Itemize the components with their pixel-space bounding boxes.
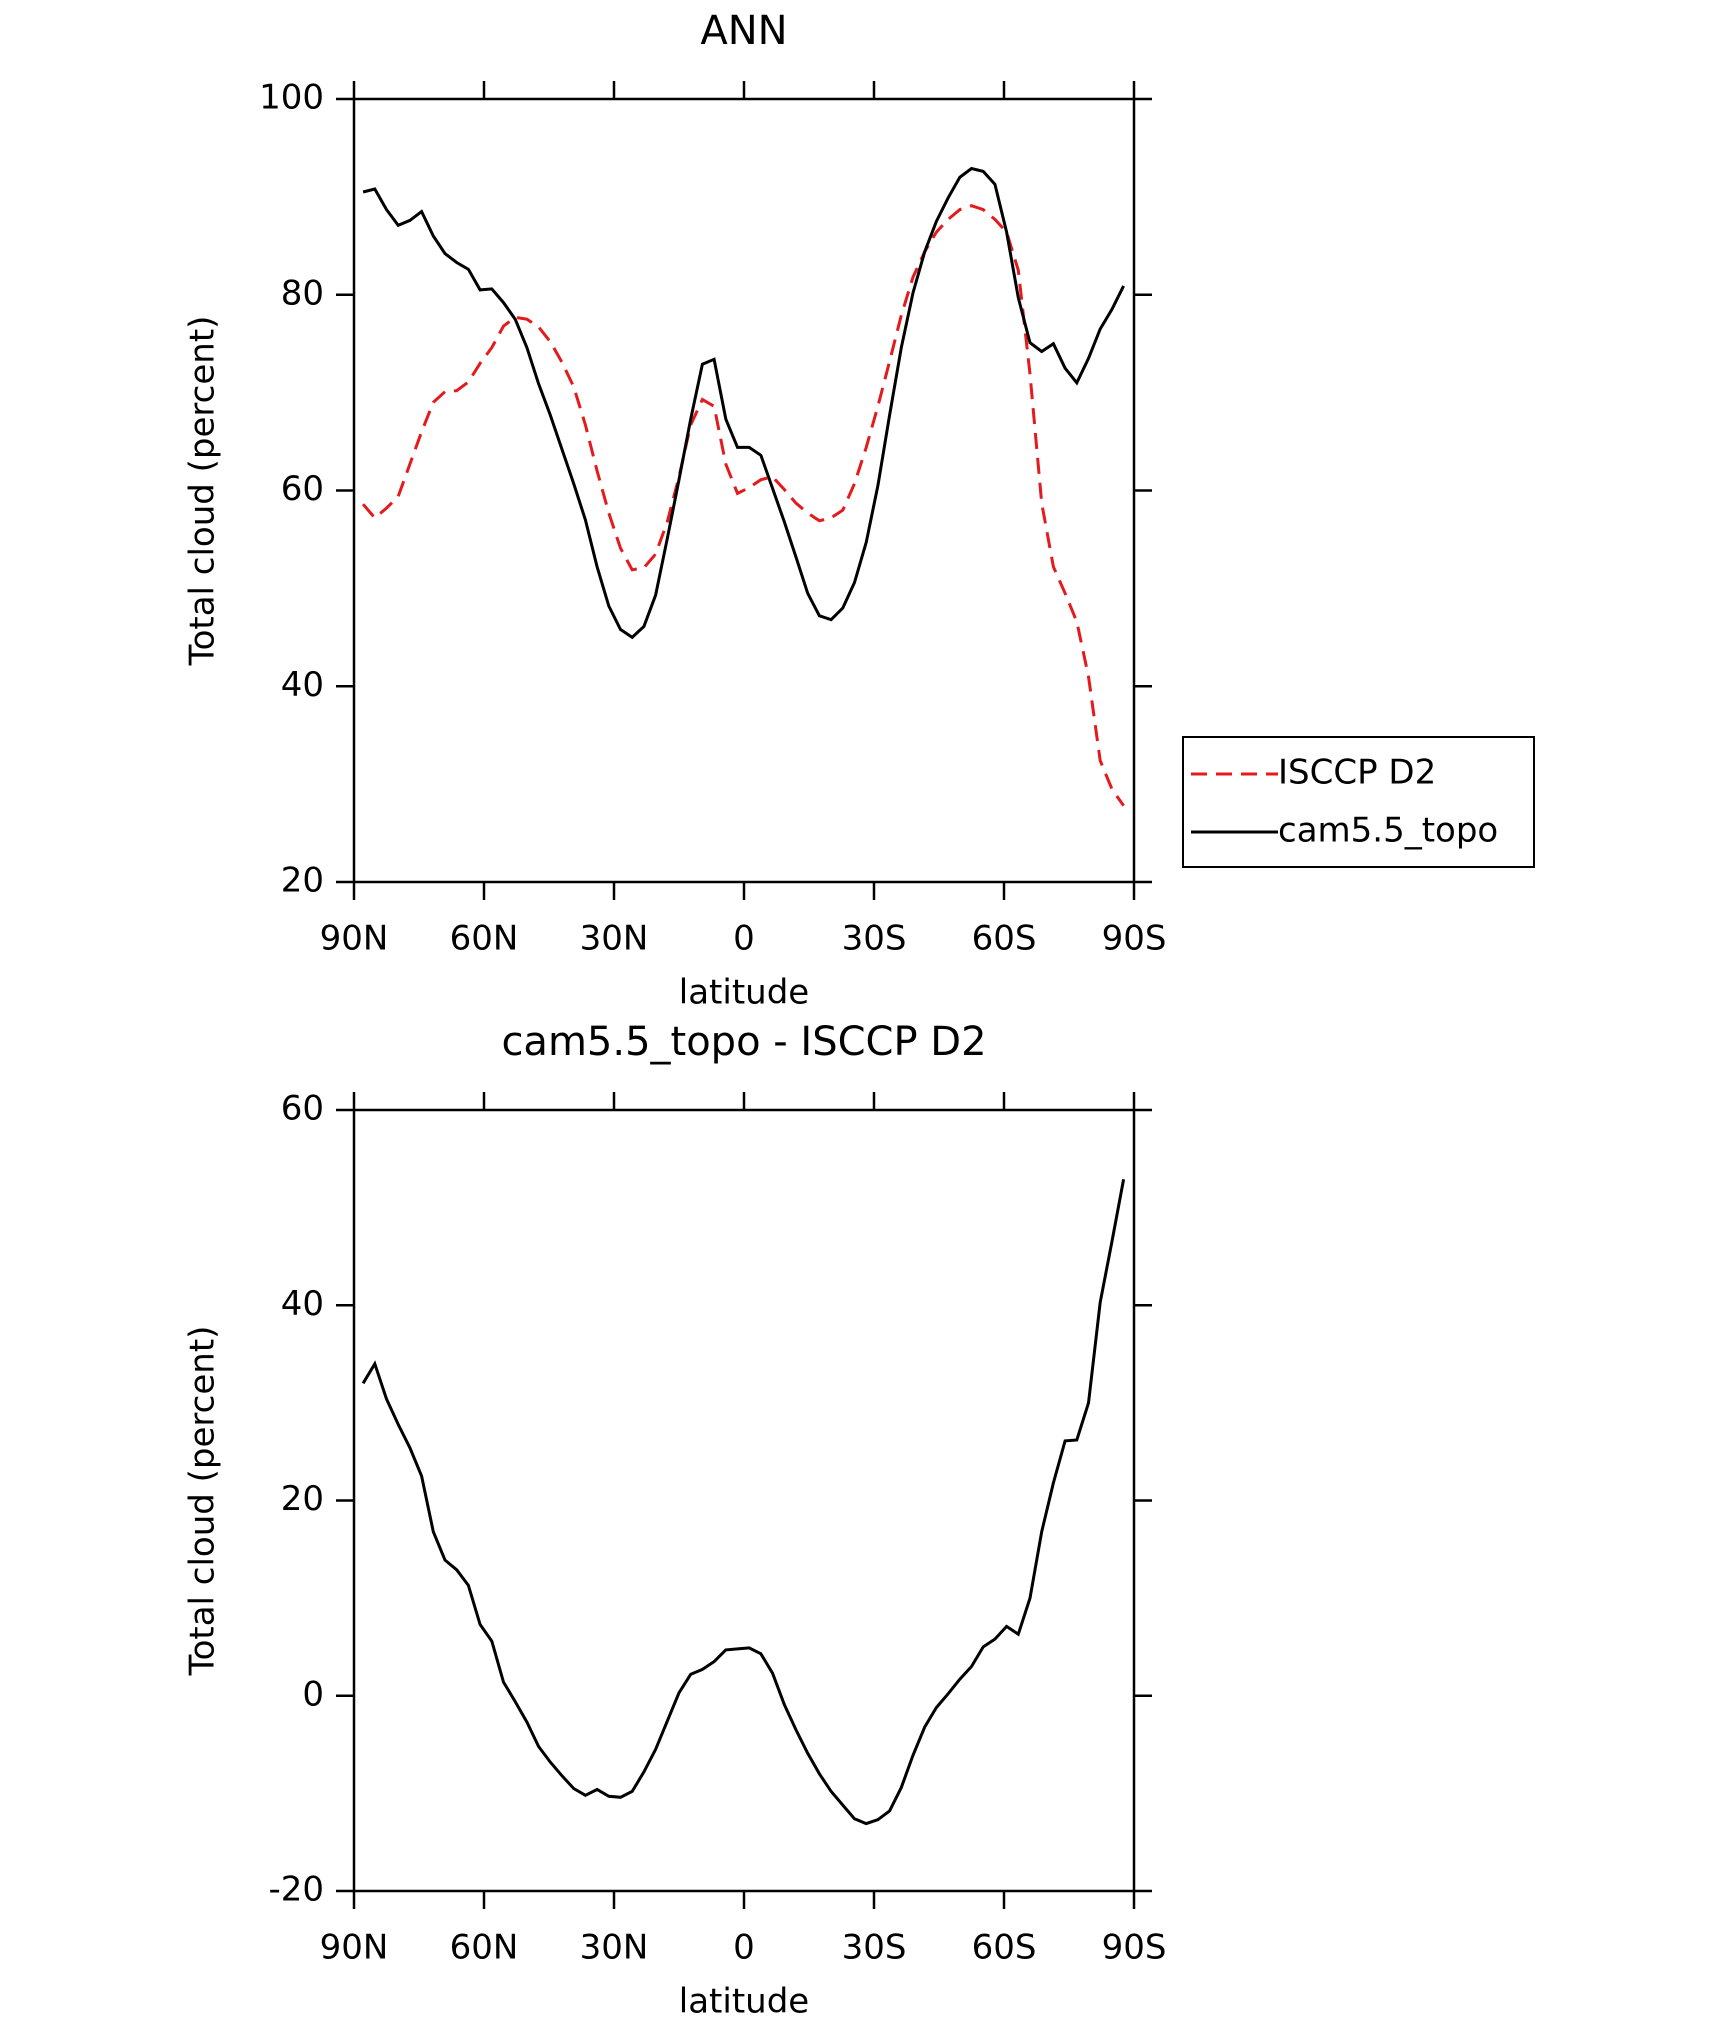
x-tick-label: 60S <box>972 919 1037 959</box>
x-tick-label: 0 <box>733 1928 755 1968</box>
y-tick-label: -20 <box>268 1870 324 1910</box>
chart-title: ANN <box>700 8 787 54</box>
y-tick-label: 80 <box>281 273 324 313</box>
x-tick-label: 90N <box>320 919 389 959</box>
x-tick-label: 90S <box>1102 1928 1167 1968</box>
y-tick-label: 100 <box>259 78 324 118</box>
legend-box <box>1182 736 1535 868</box>
data-line <box>361 1179 1126 1826</box>
x-axis-label: latitude <box>679 1982 809 2021</box>
legend-label: cam5.5_topo <box>1278 811 1498 851</box>
data-line <box>361 204 1125 807</box>
x-tick-label: 60S <box>972 1928 1037 1968</box>
data-line <box>362 166 1125 640</box>
plot-frame <box>352 1108 1136 1893</box>
y-tick-label: 20 <box>281 861 324 901</box>
x-tick-label: 30S <box>842 919 907 959</box>
y-tick-label: 60 <box>281 469 324 509</box>
x-axis-label: latitude <box>679 973 809 1013</box>
x-tick-label: 60N <box>450 919 519 959</box>
y-tick-label: 20 <box>281 1479 324 1519</box>
x-tick-label: 60N <box>450 1928 519 1968</box>
x-tick-label: 0 <box>733 919 755 959</box>
y-tick-label: 60 <box>281 1089 324 1129</box>
x-tick-label: 30N <box>580 919 649 959</box>
legend-label: ISCCP D2 <box>1278 753 1436 793</box>
y-tick-label: 0 <box>302 1674 324 1714</box>
y-tick-label: 40 <box>281 1284 324 1324</box>
y-axis-label: Total cloud (percent) <box>183 316 223 667</box>
x-tick-label: 90S <box>1102 919 1167 959</box>
y-tick-label: 40 <box>281 665 324 705</box>
x-tick-label: 30N <box>580 1928 649 1968</box>
x-tick-label: 30S <box>842 1928 907 1968</box>
y-axis-label: Total cloud (percent) <box>183 1326 223 1677</box>
x-tick-label: 90N <box>320 1928 389 1968</box>
chart-title: cam5.5_topo - ISCCP D2 <box>501 1019 986 1065</box>
